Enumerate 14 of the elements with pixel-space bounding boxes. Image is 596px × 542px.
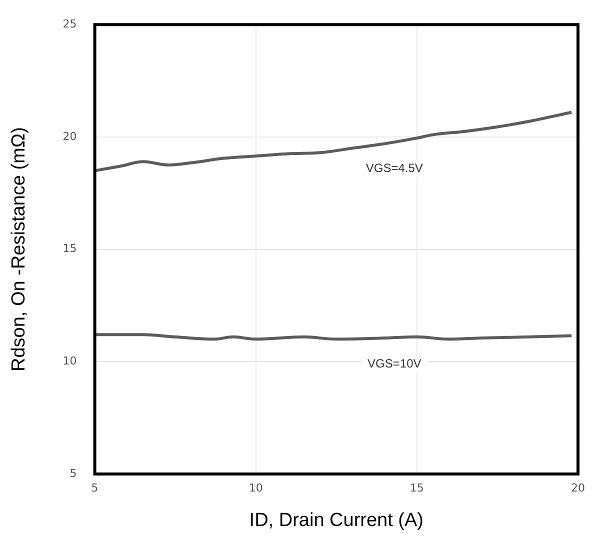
x-tick-label: 10 [248,481,263,494]
y-tick-label: 5 [70,466,77,480]
y-tick-label: 20 [62,130,77,143]
x-tick-label: 5 [91,481,98,494]
annotation: VGS=4.5V [366,160,423,175]
y-axis-title: Rdson, On -Resistance (mΩ) [8,127,30,372]
y-tick-label: 25 [62,17,77,30]
y-tick-label: 15 [62,242,77,256]
x-tick-label: 20 [571,481,585,494]
annotation: VGS=10V [368,356,422,370]
x-axis-title: ID, Drain Current (A) [249,510,424,531]
x-tick-label: 15 [410,481,424,494]
line-series [94,110,574,172]
y-tick-label: 10 [62,354,77,368]
